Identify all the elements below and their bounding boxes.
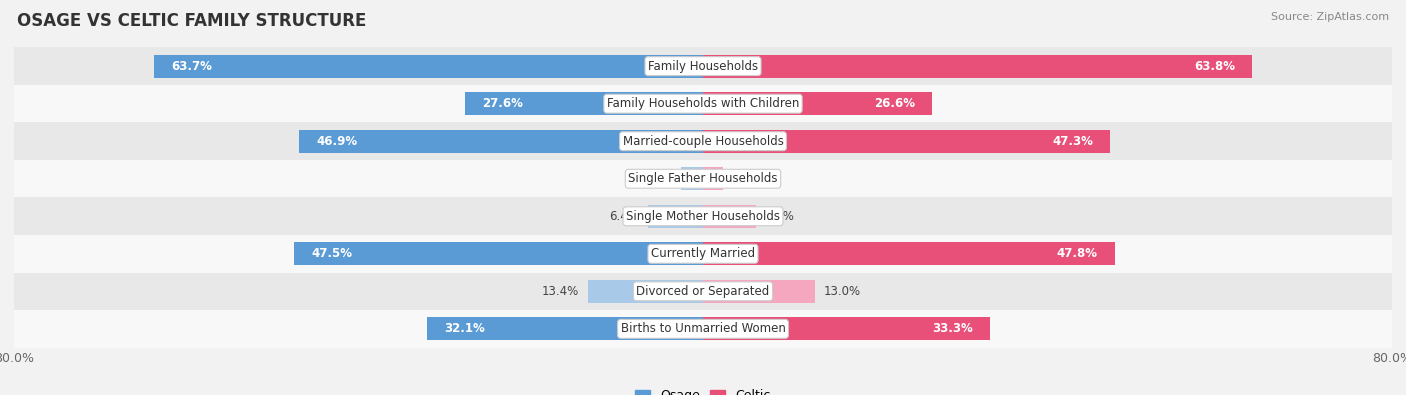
Bar	[703, 167, 723, 190]
Text: 2.5%: 2.5%	[643, 172, 673, 185]
Text: 47.8%: 47.8%	[1056, 247, 1098, 260]
Bar	[703, 205, 755, 228]
Bar	[14, 273, 1392, 310]
Bar	[14, 85, 1392, 122]
Bar	[426, 317, 703, 340]
Text: 2.3%: 2.3%	[731, 172, 761, 185]
Text: Family Households: Family Households	[648, 60, 758, 73]
Text: 47.3%: 47.3%	[1052, 135, 1092, 148]
Bar	[465, 92, 703, 115]
Bar	[682, 167, 703, 190]
Text: Currently Married: Currently Married	[651, 247, 755, 260]
Text: 6.4%: 6.4%	[609, 210, 640, 223]
Text: 32.1%: 32.1%	[444, 322, 485, 335]
Bar	[14, 122, 1392, 160]
Text: 33.3%: 33.3%	[932, 322, 973, 335]
Text: 63.8%: 63.8%	[1194, 60, 1236, 73]
Text: 46.9%: 46.9%	[316, 135, 357, 148]
Bar	[703, 92, 932, 115]
Legend: Osage, Celtic: Osage, Celtic	[630, 384, 776, 395]
Bar	[703, 280, 815, 303]
Text: 26.6%: 26.6%	[875, 97, 915, 110]
Bar	[155, 55, 703, 78]
Text: 13.4%: 13.4%	[541, 285, 579, 298]
Bar	[14, 310, 1392, 348]
Text: Divorced or Separated: Divorced or Separated	[637, 285, 769, 298]
Bar	[14, 47, 1392, 85]
Bar	[14, 235, 1392, 273]
Text: 6.1%: 6.1%	[763, 210, 794, 223]
Text: OSAGE VS CELTIC FAMILY STRUCTURE: OSAGE VS CELTIC FAMILY STRUCTURE	[17, 12, 366, 30]
Bar	[14, 198, 1392, 235]
Bar	[648, 205, 703, 228]
Text: 27.6%: 27.6%	[482, 97, 523, 110]
Bar	[294, 242, 703, 265]
Bar	[703, 55, 1253, 78]
Text: 13.0%: 13.0%	[824, 285, 860, 298]
Text: 47.5%: 47.5%	[311, 247, 352, 260]
Text: Single Father Households: Single Father Households	[628, 172, 778, 185]
Text: Family Households with Children: Family Households with Children	[607, 97, 799, 110]
Text: Single Mother Households: Single Mother Households	[626, 210, 780, 223]
Bar	[703, 130, 1111, 153]
Text: 63.7%: 63.7%	[172, 60, 212, 73]
Bar	[703, 317, 990, 340]
Bar	[703, 242, 1115, 265]
Bar	[588, 280, 703, 303]
Text: Births to Unmarried Women: Births to Unmarried Women	[620, 322, 786, 335]
Bar	[14, 160, 1392, 198]
Text: Source: ZipAtlas.com: Source: ZipAtlas.com	[1271, 12, 1389, 22]
Bar	[299, 130, 703, 153]
Text: Married-couple Households: Married-couple Households	[623, 135, 783, 148]
